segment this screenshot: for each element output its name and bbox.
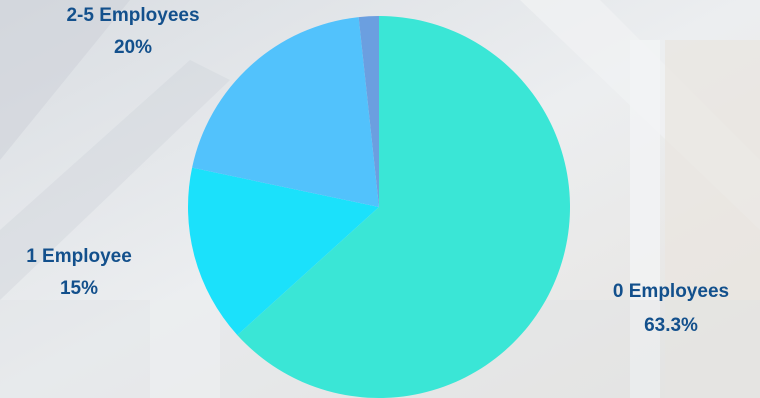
slice-label-name: 2-5 Employees bbox=[66, 5, 199, 26]
slice-label-name: 0 Employees bbox=[613, 281, 729, 302]
pie-slice-2-5-employees bbox=[192, 17, 379, 208]
slice-label-1-employee: 1 Employee 15% bbox=[26, 246, 132, 299]
slice-label-percent: 20% bbox=[114, 37, 152, 58]
pie-slice-0-employees bbox=[237, 16, 571, 398]
slice-label-percent: 63.3% bbox=[644, 315, 698, 336]
slice-label-percent: 15% bbox=[60, 278, 98, 299]
slice-label-0-employees: 0 Employees 63.3% bbox=[613, 281, 729, 336]
slice-label-2-5-employees: 2-5 Employees 20% bbox=[66, 5, 199, 58]
pie-slice-1-employee bbox=[187, 167, 379, 336]
slice-label-name: 1 Employee bbox=[26, 246, 132, 267]
pie-slice-other-3 bbox=[358, 16, 379, 207]
pie-slices bbox=[187, 16, 571, 398]
slice-labels: 0 Employees 63.3% 1 Employee 15% 2-5 Emp… bbox=[26, 5, 729, 336]
